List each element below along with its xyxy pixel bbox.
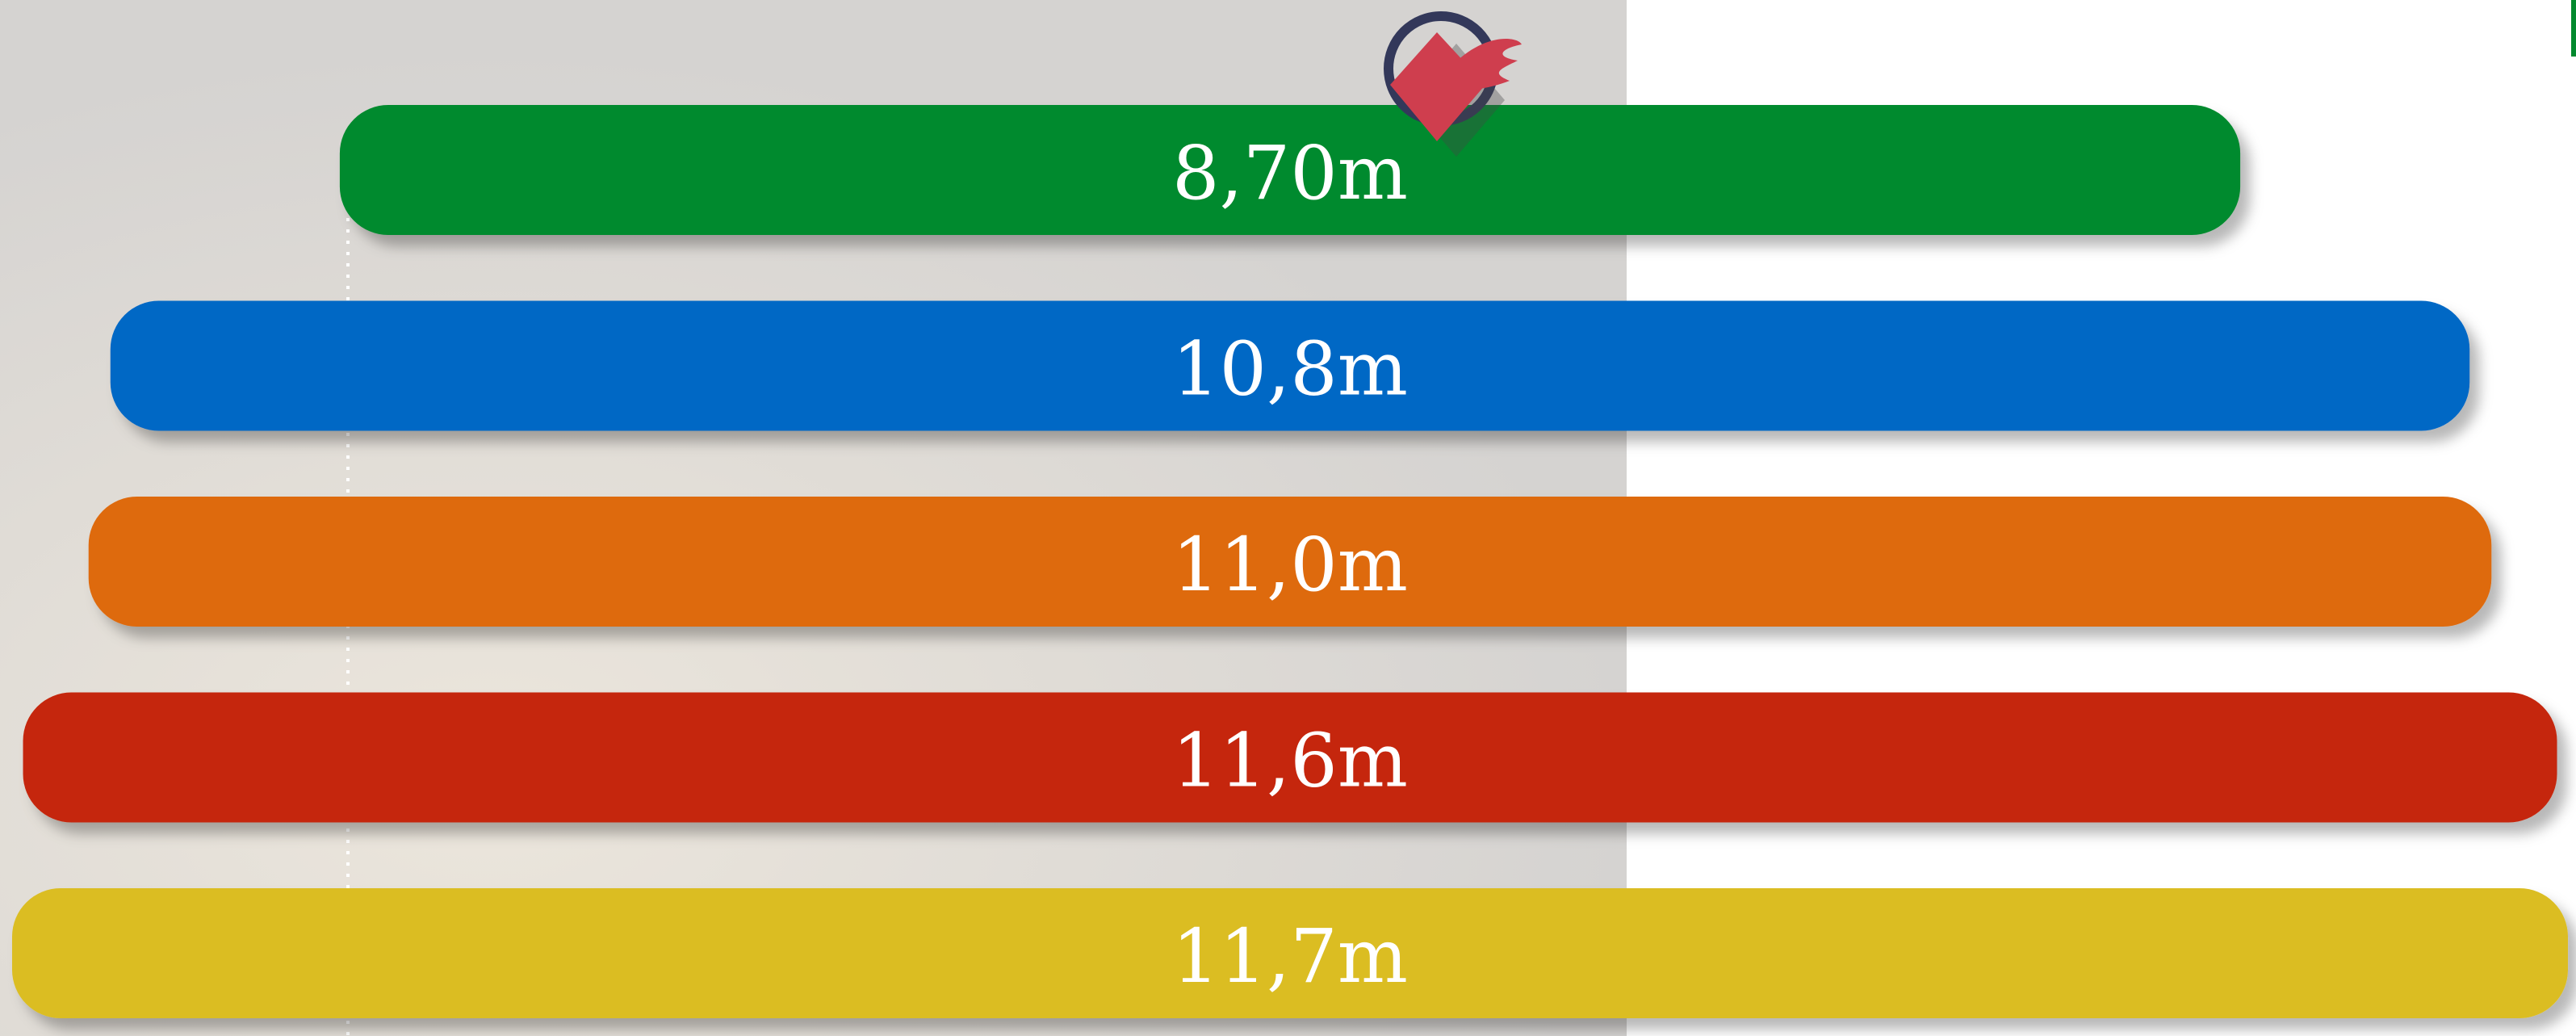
value-label: 11,0m [1172,522,1408,608]
chart: 8,70m 10,8m 11,0m 11,6m 11,7m [0,0,2576,1036]
value-label: 11,6m [1172,718,1408,804]
value-label: 8,70m [1172,130,1408,216]
value-label: 11,7m [1172,913,1408,1000]
value-label: 10,8m [1172,326,1408,413]
page: 8,70m10,8m11,0m11,6m11,7m (() => { const… [0,0,2576,1036]
edge-accent [2571,0,2576,57]
